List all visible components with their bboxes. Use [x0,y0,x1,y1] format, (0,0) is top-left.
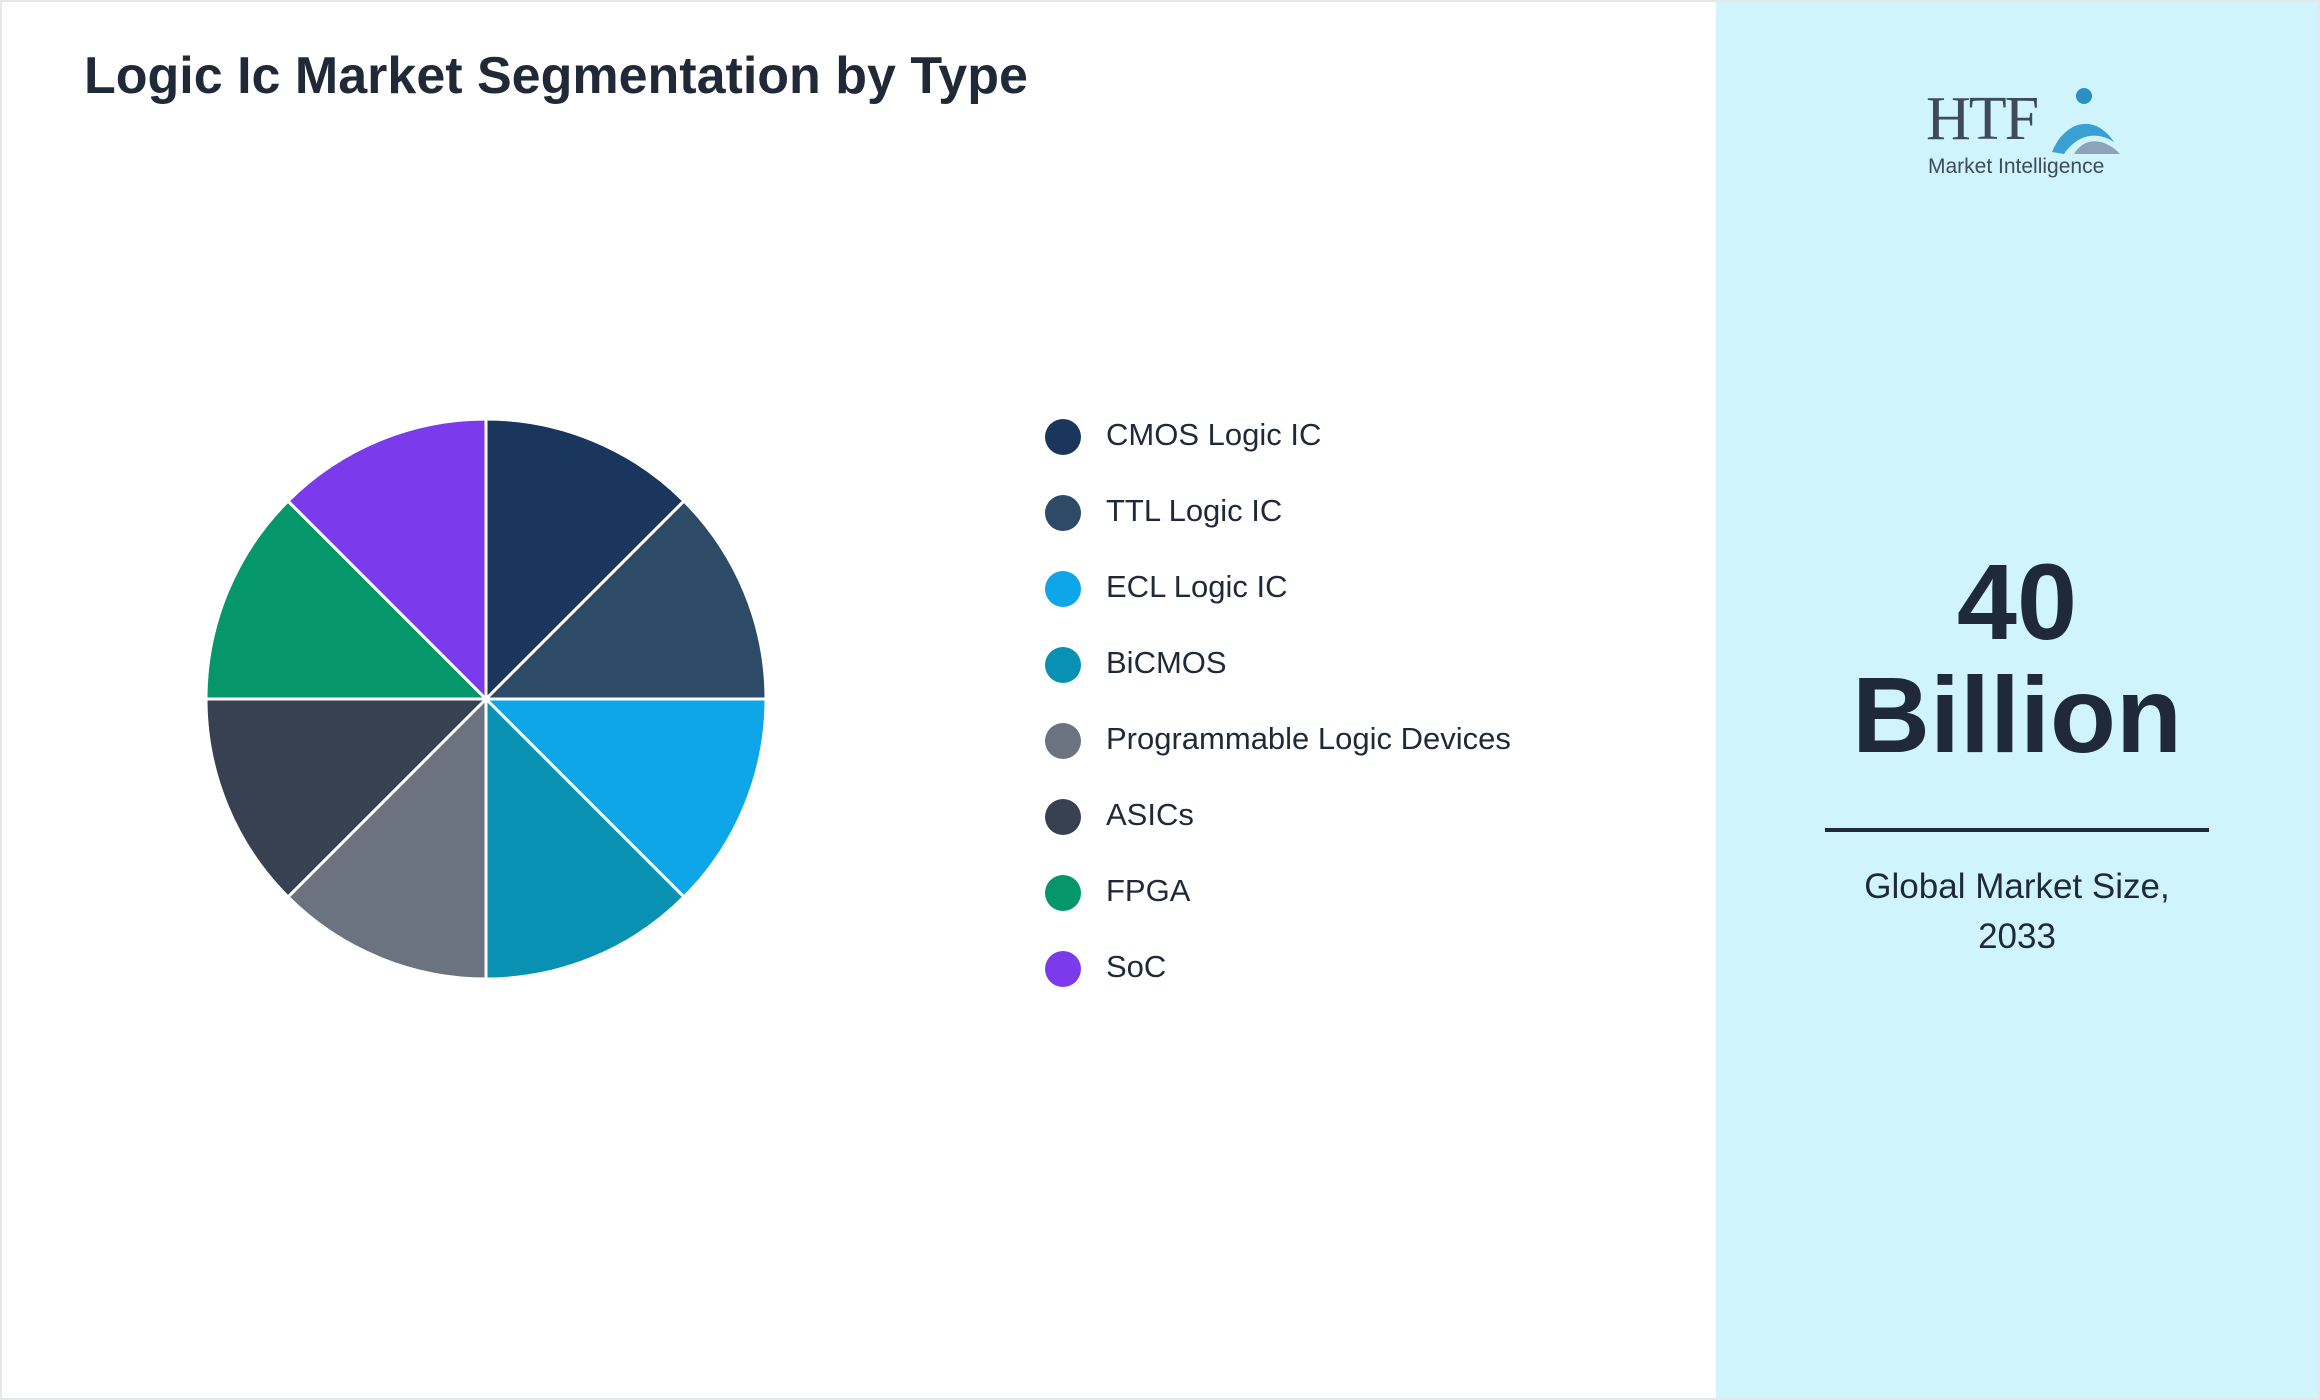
side-panel: HTF Market Intelligence 40 Billion Globa… [1716,2,2318,1398]
market-unit: Billion [1852,654,2182,775]
legend-swatch [1045,571,1081,607]
pie-slice [285,695,488,981]
legend-swatch [1045,951,1081,987]
logo-icon [2052,88,2120,154]
legend-swatch [1045,723,1081,759]
legend-label: ECL Logic IC [1106,569,1288,604]
legend-swatch [1045,799,1081,835]
legend-swatch [1045,419,1081,455]
legend-label: Programmable Logic Devices [1106,721,1511,756]
pie-slice [204,498,490,701]
market-value: 40 [1956,541,2078,662]
logo-mark: HTF [1926,85,2039,153]
legend-swatch [1045,495,1081,531]
pie-slice [285,417,488,703]
market-caption: Global Market Size, 2033 [1864,867,2170,956]
chart: CMOS Logic IC TTL Logic IC ECL Logic IC BiC… [204,417,1511,987]
legend-label: TTL Logic IC [1106,493,1282,528]
logo-text: Market Intelligence [1928,155,2105,178]
legend-label: CMOS Logic IC [1106,417,1321,452]
chart-title: Logic Ic Market Segmentation by Type [84,47,1028,105]
legend-label: SoC [1106,949,1166,984]
pie-slice [484,417,687,703]
legend-swatch [1045,875,1081,911]
legend-swatch [1045,647,1081,683]
legend-label: ASICs [1106,797,1194,832]
pie-slice [482,697,768,900]
pie-slice [482,498,768,701]
divider [1825,828,2209,832]
legend-label: FPGA [1106,873,1191,908]
pie-slice [484,695,687,981]
pie-slice [204,697,490,900]
legend-label: BiCMOS [1106,645,1227,680]
